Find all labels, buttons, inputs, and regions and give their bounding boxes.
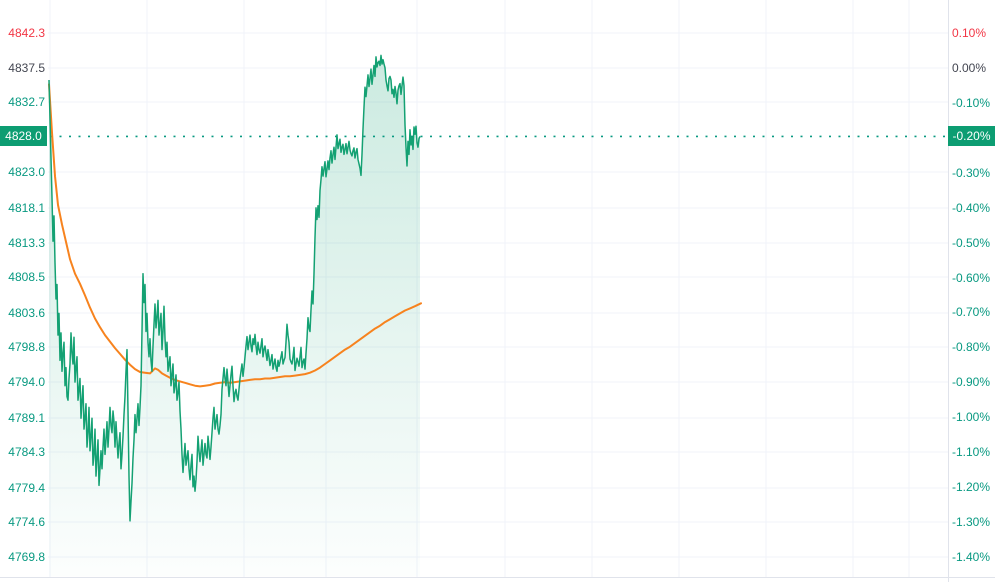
right-axis-tick: -1.00% (952, 410, 991, 425)
left-axis-tick: 4779.4 (8, 480, 45, 495)
left-axis-tick: 4818.1 (8, 200, 45, 215)
right-axis-tick: -0.30% (952, 165, 991, 180)
right-axis-tick: -0.70% (952, 305, 991, 320)
grid-lines (48, 0, 948, 577)
price-line (48, 54, 421, 522)
left-axis-tick: 4842.3 (8, 26, 45, 40)
left-axis-tick: 4813.3 (8, 235, 45, 250)
left-axis-tick: 4808.5 (8, 270, 45, 285)
left-axis-tick: 4794.0 (8, 375, 45, 390)
right-axis-tick: -0.90% (952, 375, 991, 390)
right-percent-axis[interactable]: 0.10% 0.00% -0.10% -0.30% -0.40% -0.50% -0.60%… (952, 0, 995, 582)
right-axis-tick: 0.10% (952, 26, 987, 40)
right-axis-tick: -0.80% (952, 340, 991, 355)
right-axis-tick: -1.30% (952, 515, 991, 530)
left-axis-tick: 4823.0 (8, 165, 45, 180)
price-area-fill (49, 55, 420, 577)
current-price-badge: 4828.0 (0, 126, 47, 147)
right-axis-tick: -0.40% (952, 200, 991, 215)
left-axis-tick: 4798.8 (8, 340, 45, 355)
right-axis-tick: -0.50% (952, 235, 991, 250)
left-axis-tick: 4789.1 (8, 410, 45, 425)
left-axis-tick: 4837.5 (8, 60, 45, 75)
left-axis-tick: 4774.6 (8, 515, 45, 530)
right-axis-tick: -0.10% (952, 95, 991, 110)
right-axis-tick: -1.20% (952, 480, 991, 495)
left-axis-tick: 4769.8 (8, 550, 45, 564)
right-axis-tick: -0.60% (952, 270, 991, 285)
left-axis-tick: 4803.6 (8, 305, 45, 320)
left-axis-tick: 4832.7 (8, 95, 45, 110)
right-axis-tick: 0.00% (952, 60, 987, 75)
left-axis-tick: 4784.3 (8, 445, 45, 460)
right-axis-tick: -1.10% (952, 445, 991, 460)
right-axis-tick: -1.40% (952, 550, 991, 564)
current-change-badge: -0.20% (948, 126, 995, 147)
left-price-axis[interactable]: 4842.3 4837.5 4832.7 4823.0 4818.1 4813.3 4808… (0, 0, 46, 582)
